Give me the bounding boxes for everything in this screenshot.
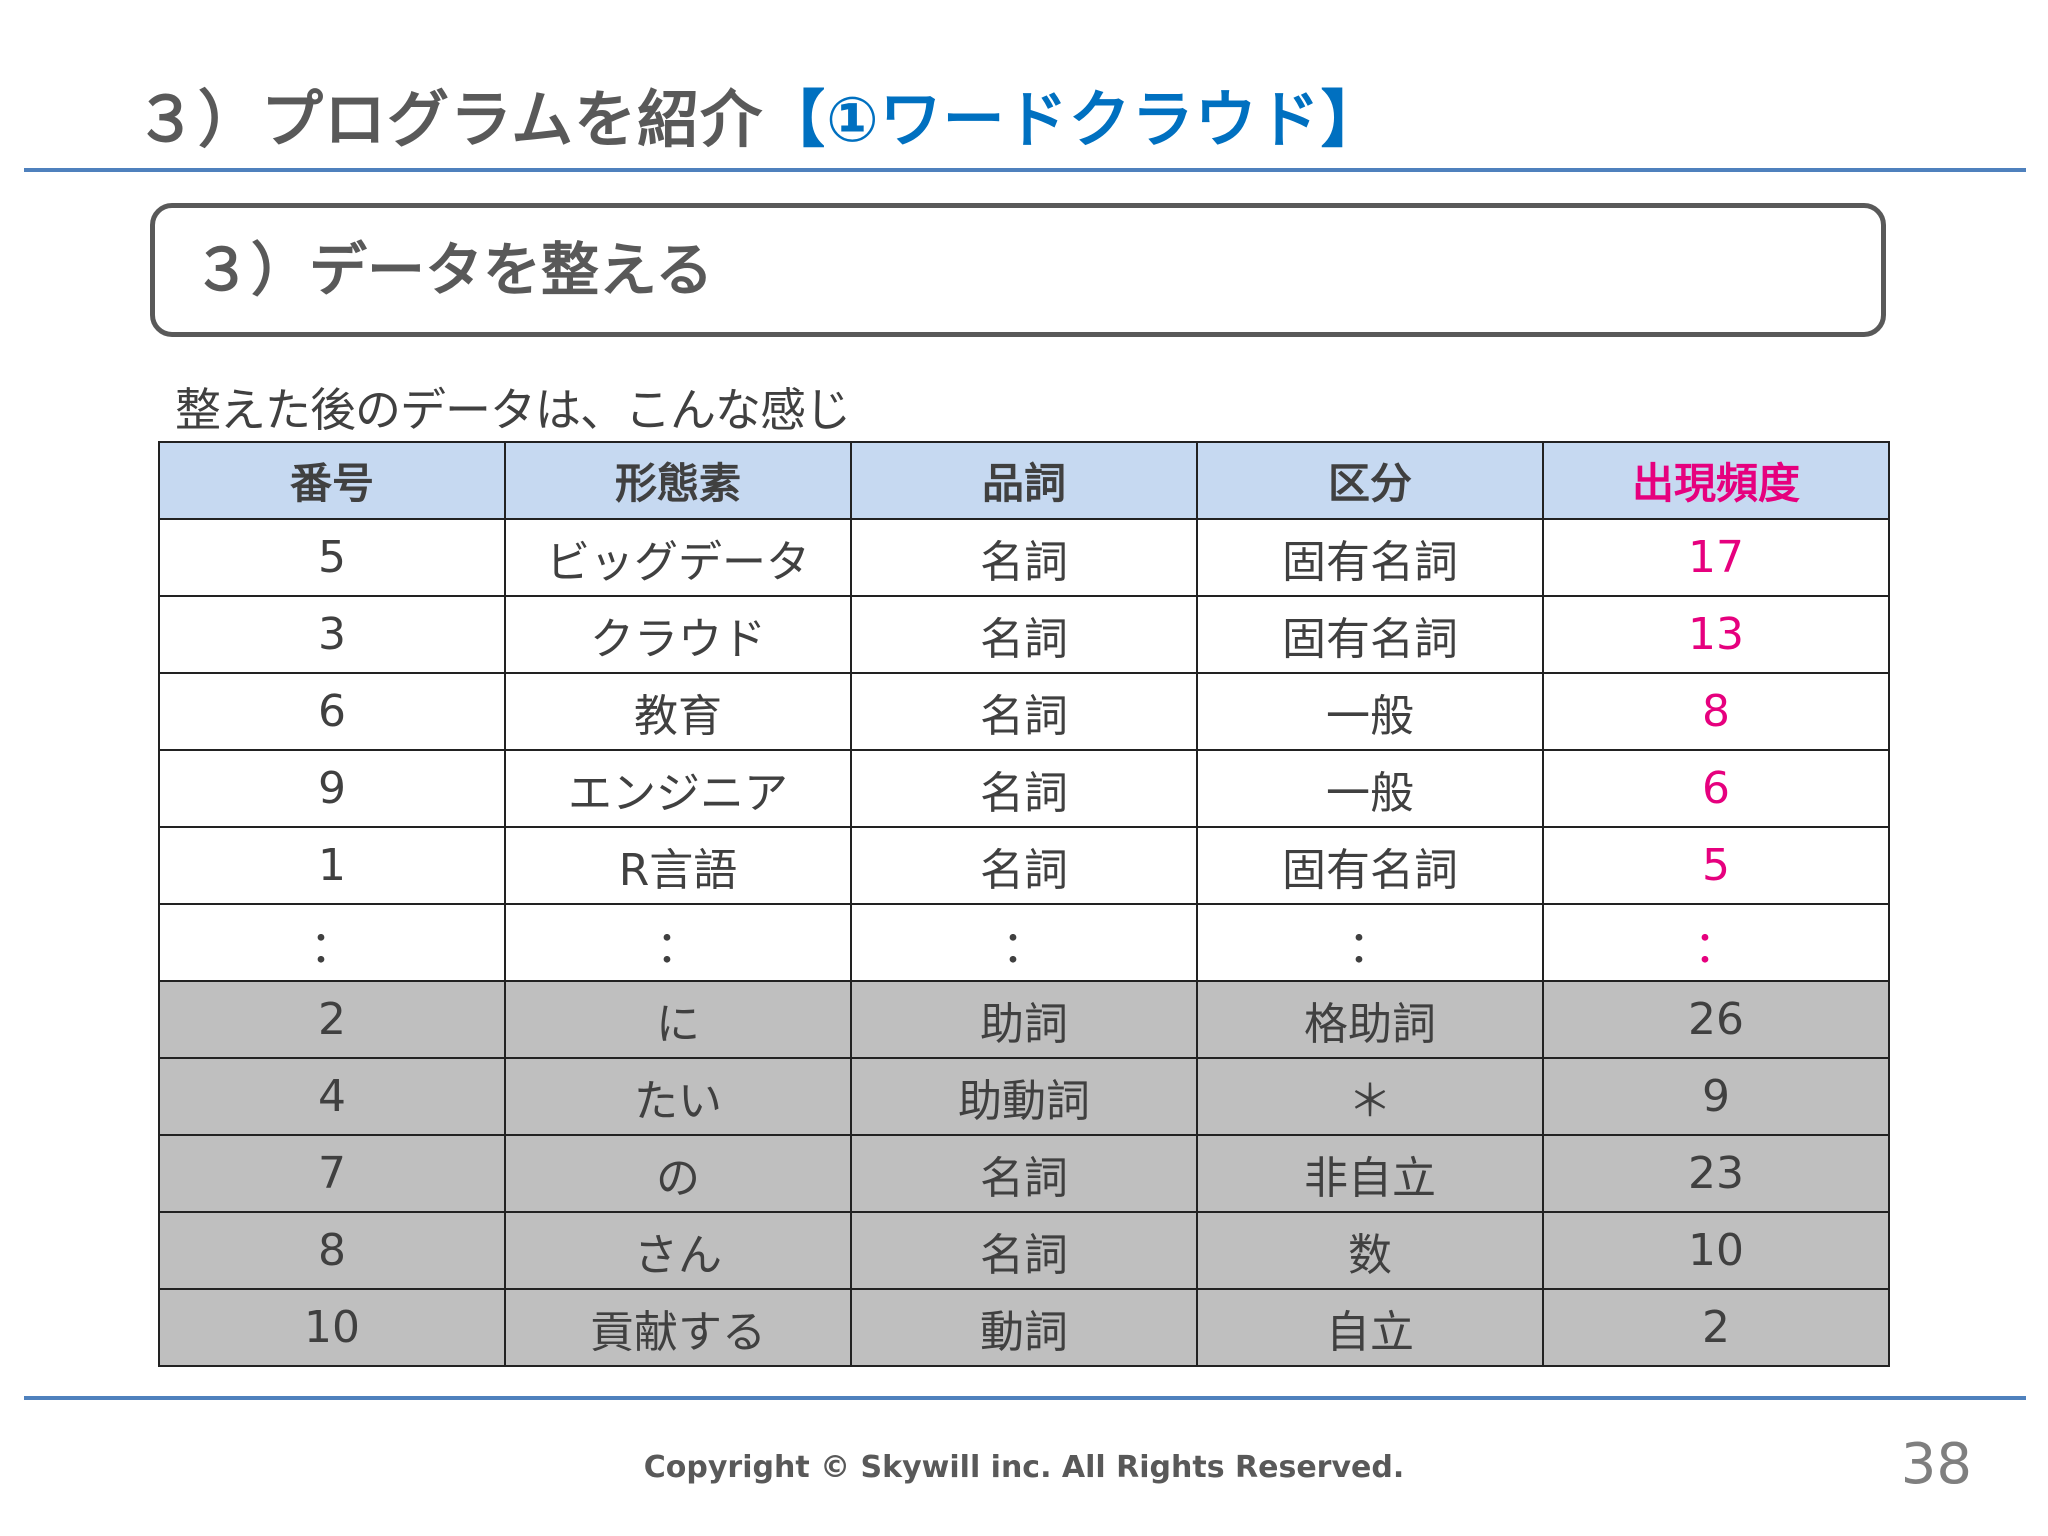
title-divider (24, 168, 2026, 172)
cell-part-of-speech: 名詞 (850, 1211, 1198, 1290)
cell-frequency: ： (1542, 903, 1890, 982)
cell-number: 9 (158, 749, 506, 828)
cell-frequency: 6 (1542, 749, 1890, 828)
cell-morpheme: エンジニア (504, 749, 852, 828)
table-row: 9 エンジニア 名詞 一般 6 (158, 749, 1890, 828)
header-part-of-speech: 品詞 (850, 441, 1198, 520)
cell-category: 数 (1196, 1211, 1544, 1290)
table-header-row: 番号 形態素 品詞 区分 出現頻度 (158, 441, 1890, 520)
cell-part-of-speech: 助動詞 (850, 1057, 1198, 1136)
cell-frequency: 26 (1542, 980, 1890, 1059)
cell-category: 固有名詞 (1196, 595, 1544, 674)
cell-part-of-speech: 名詞 (850, 595, 1198, 674)
table-row: 1 R言語 名詞 固有名詞 5 (158, 826, 1890, 905)
table-row: 2 に助詞 格助詞 26 (158, 980, 1890, 1059)
cell-category: 一般 (1196, 672, 1544, 751)
header-category: 区分 (1196, 441, 1544, 520)
slide-title-main: ３）プログラムを紹介 (135, 83, 764, 156)
cell-morpheme: さん (504, 1211, 852, 1290)
section-heading-box: ３）データを整える (150, 203, 1886, 337)
cell-morpheme: 貢献する (504, 1288, 852, 1367)
cell-part-of-speech: 名詞 (850, 826, 1198, 905)
table-row: 8 さん 名詞数 10 (158, 1211, 1890, 1290)
cell-number: 3 (158, 595, 506, 674)
cell-morpheme: クラウド (504, 595, 852, 674)
cell-category: 格助詞 (1196, 980, 1544, 1059)
cell-part-of-speech: 名詞 (850, 672, 1198, 751)
cell-number: 5 (158, 518, 506, 597)
intro-text: 整えた後のデータは、こんな感じ (175, 383, 851, 437)
cell-frequency: 17 (1542, 518, 1890, 597)
cell-part-of-speech: ： (850, 903, 1198, 982)
morpheme-table: 番号 形態素 品詞 区分 出現頻度 5 ビッグデータ 名詞 固有名詞 17 3 クラウド 名詞… (158, 441, 1890, 1367)
table-row: 5 ビッグデータ 名詞 固有名詞 17 (158, 518, 1890, 597)
header-frequency: 出現頻度 (1542, 441, 1890, 520)
cell-number: 10 (158, 1288, 506, 1367)
cell-frequency: 9 (1542, 1057, 1890, 1136)
cell-part-of-speech: 名詞 (850, 749, 1198, 828)
cell-number: 8 (158, 1211, 506, 1290)
footer-divider (24, 1396, 2026, 1400)
cell-frequency: 23 (1542, 1134, 1890, 1213)
cell-category: 非自立 (1196, 1134, 1544, 1213)
cell-frequency: 8 (1542, 672, 1890, 751)
cell-number: 6 (158, 672, 506, 751)
cell-morpheme: たい (504, 1057, 852, 1136)
table-row: 4 たい 助動詞＊ 9 (158, 1057, 1890, 1136)
cell-part-of-speech: 名詞 (850, 1134, 1198, 1213)
page-number: 38 (1900, 1432, 1972, 1497)
cell-category: ＊ (1196, 1057, 1544, 1136)
header-number: 番号 (158, 441, 506, 520)
table-row: 3 クラウド 名詞 固有名詞 13 (158, 595, 1890, 674)
cell-number: 2 (158, 980, 506, 1059)
table-row: 7 の名詞 非自立 23 (158, 1134, 1890, 1213)
cell-category: 固有名詞 (1196, 826, 1544, 905)
cell-morpheme: ： (504, 903, 852, 982)
copyright-text: Copyright © Skywill inc. All Rights Rese… (643, 1450, 1405, 1485)
slide-title-accent: 【①ワードクラウド】 (763, 83, 1384, 156)
cell-frequency: 5 (1542, 826, 1890, 905)
table-row: 6 教育 名詞 一般 8 (158, 672, 1890, 751)
cell-frequency: 2 (1542, 1288, 1890, 1367)
cell-part-of-speech: 動詞 (850, 1288, 1198, 1367)
cell-morpheme: 教育 (504, 672, 852, 751)
table-body: 5 ビッグデータ 名詞 固有名詞 17 3 クラウド 名詞 固有名詞 13 6 教育 名詞 一般 8 9 エンジ… (158, 518, 1890, 1367)
cell-category: ： (1196, 903, 1544, 982)
table-row: ：：：：： (158, 903, 1890, 982)
cell-part-of-speech: 名詞 (850, 518, 1198, 597)
cell-part-of-speech: 助詞 (850, 980, 1198, 1059)
cell-frequency: 10 (1542, 1211, 1890, 1290)
section-title: ３）データを整える (193, 236, 714, 304)
cell-morpheme: に (504, 980, 852, 1059)
cell-morpheme: ビッグデータ (504, 518, 852, 597)
cell-category: 自立 (1196, 1288, 1544, 1367)
header-morpheme: 形態素 (504, 441, 852, 520)
cell-category: 固有名詞 (1196, 518, 1544, 597)
cell-morpheme: の (504, 1134, 852, 1213)
table-row: 10 貢献する 動詞 自立 2 (158, 1288, 1890, 1367)
cell-morpheme: R言語 (504, 826, 852, 905)
cell-number: ： (158, 903, 506, 982)
cell-number: 1 (158, 826, 506, 905)
cell-number: 4 (158, 1057, 506, 1136)
cell-frequency: 13 (1542, 595, 1890, 674)
cell-number: 7 (158, 1134, 506, 1213)
slide-title: ３）プログラムを紹介【①ワードクラウド】 (135, 70, 1384, 170)
cell-category: 一般 (1196, 749, 1544, 828)
